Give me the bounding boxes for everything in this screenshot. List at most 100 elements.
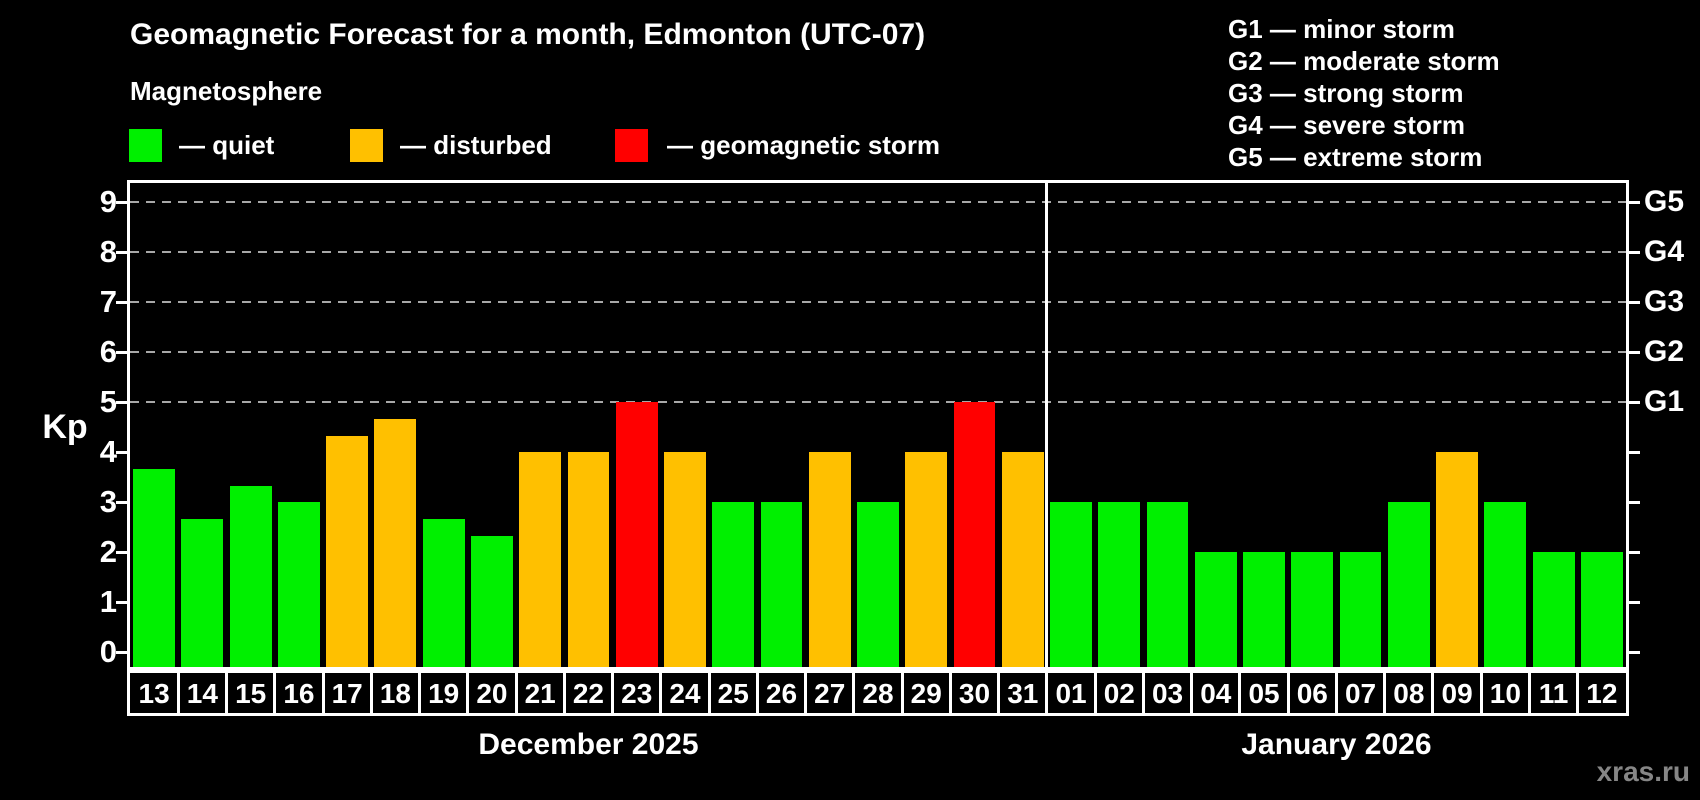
y-axis-tick-right [1626,250,1640,254]
day-cell-separator [1479,670,1483,716]
y-tick-label-0: 0 [99,634,117,669]
day-label-14: 14 [186,678,218,709]
kp-bar-08 [1387,502,1430,667]
day-cell-separator [707,670,711,716]
kp-bar-15 [229,485,272,667]
kp-bar-10 [1484,502,1527,667]
day-label-21: 21 [524,678,556,709]
day-cell-separator [659,670,663,716]
g-scale-line: G2 — moderate storm [1228,46,1500,76]
day-cell-separator [997,670,1001,716]
day-cell-separator [611,670,615,716]
day-label-16: 16 [283,678,315,709]
kp-bar-12 [1580,552,1623,667]
day-label-28: 28 [862,678,894,709]
y-axis-tick-right [1626,450,1640,454]
day-cell-separator [273,670,277,716]
grid-line-kp8 [130,251,1626,253]
day-cell-separator [852,670,856,716]
day-cell-separator [1045,670,1049,716]
chart-subtitle: Magnetosphere [130,76,323,106]
y-tick-label-5: 5 [99,384,117,419]
y-axis-tick-right [1626,400,1640,404]
day-label-13: 13 [138,678,170,709]
grid-line-kp5 [130,401,1626,403]
y-tick-label-9: 9 [99,184,117,219]
y-tick-label-4: 4 [99,434,117,469]
day-cell-separator [1238,670,1242,716]
kp-bar-24 [664,452,706,667]
day-cell-separator [466,670,470,716]
y-axis-tick-left [116,600,130,604]
day-cell-separator [1576,670,1580,716]
day-cell-separator [1527,670,1531,716]
day-cell-separator [1286,670,1290,716]
day-label-18: 18 [379,678,411,709]
y-axis-tick-right [1626,350,1640,354]
day-cell-separator [804,670,808,716]
watermark: xras.ru [1596,756,1690,787]
storm-legend-swatch [615,129,648,162]
y-axis-tick-right [1626,650,1640,654]
kp-axis-label: Kp [42,408,88,446]
y-axis-tick-right [1626,300,1640,304]
day-label-12: 12 [1586,678,1618,709]
day-cell-separator [1141,670,1145,716]
kp-bar-16 [277,502,320,667]
g-scale-line: G5 — extreme storm [1228,142,1483,172]
kp-bar-27 [808,452,851,667]
day-label-19: 19 [428,678,460,709]
y-axis-tick-left [116,550,130,554]
kp-bar-31 [1001,452,1044,667]
kp-bar-21 [519,452,562,667]
kp-bar-25 [712,502,755,667]
month-separator-line [1045,183,1049,667]
g-scale-line: G1 — minor storm [1228,14,1455,44]
kp-bar-04 [1194,552,1237,667]
grid-line-kp6 [130,351,1626,353]
day-label-30: 30 [958,678,991,709]
month-label: December 2025 [478,728,699,761]
day-cell-separator [514,670,518,716]
kp-bar-13 [133,468,176,667]
quiet-legend-swatch [129,129,162,162]
day-label-17: 17 [331,678,363,709]
g-level-label-G3: G3 [1644,285,1685,318]
kp-bar-01 [1050,502,1092,667]
y-tick-label-6: 6 [99,334,117,369]
g-scale-line: G3 — strong storm [1228,78,1464,108]
quiet-legend-label: — quiet [179,130,275,160]
day-cell-separator [1334,670,1338,716]
day-label-10: 10 [1489,678,1521,709]
kp-bar-11 [1532,552,1575,667]
disturbed-legend-label: — disturbed [400,130,552,160]
day-label-20: 20 [476,678,508,709]
kp-bar-02 [1098,502,1141,667]
kp-bar-20 [471,535,513,667]
day-label-26: 26 [765,678,798,709]
day-cell-separator [369,670,373,716]
day-cell-separator [562,670,566,716]
y-axis-tick-left [116,350,130,354]
day-label-22: 22 [572,678,605,709]
kp-bar-09 [1436,452,1478,667]
kp-bar-07 [1339,552,1382,667]
g-level-label-G5: G5 [1644,185,1685,218]
kp-bar-29 [905,452,948,667]
g-scale-legend: G1 — minor storm G2 — moderate storm G3 — … [1228,13,1500,173]
day-cell-separator [900,670,904,716]
day-axis-row [127,670,1629,716]
y-axis-tick-right [1626,600,1640,604]
kp-bar-17 [326,435,369,667]
kp-bar-05 [1243,552,1285,667]
day-label-29: 29 [910,678,942,709]
y-axis-tick-right [1626,200,1640,204]
g-level-label-G2: G2 [1644,335,1685,368]
plot-border [127,180,1629,670]
grid-line-kp7 [130,301,1626,303]
y-axis-tick-right [1626,550,1640,554]
day-label-03: 03 [1151,678,1184,709]
